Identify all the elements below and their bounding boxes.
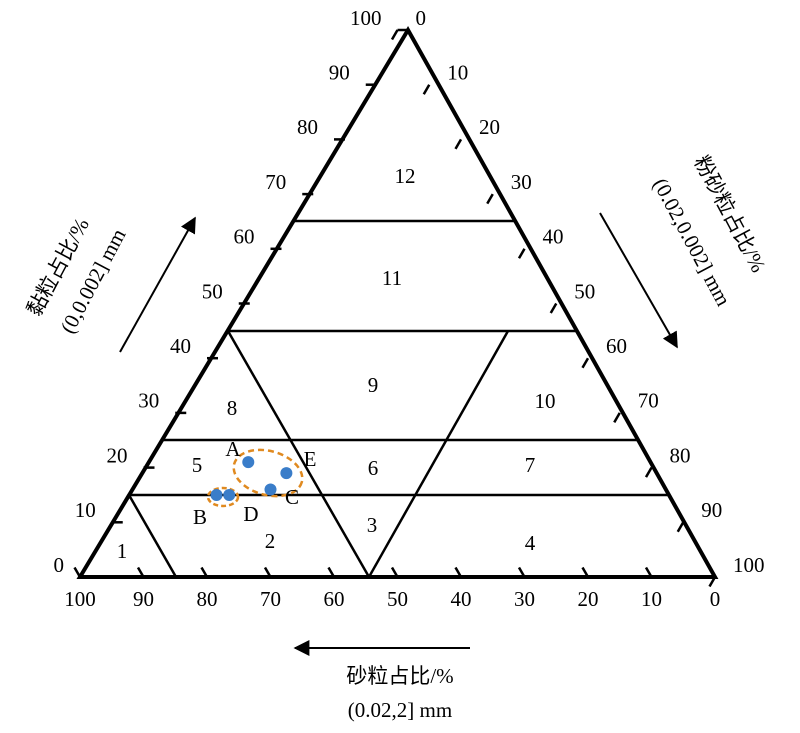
clay-tick-label: 60: [234, 225, 255, 249]
region-label: 6: [368, 456, 379, 480]
boundary: [226, 330, 371, 578]
sand-tick-label: 0: [710, 587, 721, 611]
silt-tick-label: 10: [447, 61, 468, 85]
sand-tick-label: 70: [260, 587, 281, 611]
silt-tick-label: 50: [574, 279, 595, 303]
region-label: 10: [535, 389, 556, 413]
tick-mark: [644, 566, 653, 578]
clay-tick-label: 10: [75, 498, 96, 522]
silt-tick-label: 0: [416, 6, 427, 30]
tick-mark: [644, 466, 653, 478]
sand-tick-label: 100: [64, 587, 96, 611]
point-labels: A E C B D: [193, 437, 316, 529]
region-label: 2: [265, 529, 276, 553]
region-label: 12: [395, 164, 416, 188]
tick-mark: [390, 566, 399, 578]
tick-mark: [581, 357, 590, 369]
point-label: A: [225, 437, 241, 461]
clay-tick-label: 0: [54, 553, 65, 577]
clay-tick-label: 30: [138, 389, 159, 413]
clay-tick-label: 80: [297, 115, 318, 139]
region-label: 5: [192, 453, 203, 477]
data-point: [280, 467, 293, 480]
region-label: 4: [525, 531, 536, 555]
data-point: [210, 488, 223, 501]
tick-mark: [581, 566, 590, 578]
clay-tick-label: 50: [202, 279, 223, 303]
group-outline: [206, 486, 240, 508]
axis-arrow: [599, 212, 678, 349]
region-labels: 1 2 3 4 5 6 7 8 9 10 11 12: [117, 164, 556, 563]
silt-tick-label: 20: [479, 115, 500, 139]
data-point: [223, 488, 236, 501]
clay-tick-label: 20: [107, 443, 128, 467]
tick-mark: [708, 576, 717, 588]
sand-tick-label: 10: [641, 587, 662, 611]
tick-mark: [200, 566, 209, 578]
group-outline: [232, 448, 304, 498]
tick-mark: [613, 412, 621, 424]
boundary: [367, 330, 510, 578]
tick-mark: [390, 29, 399, 41]
silt-tick-label: 80: [670, 443, 691, 467]
point-label: D: [243, 502, 258, 526]
data-point: [264, 483, 277, 496]
silt-tick-label: 60: [606, 334, 627, 358]
sand-tick-label: 30: [514, 587, 535, 611]
silt-tick-label: 30: [511, 170, 532, 194]
silt-tick-label: 100: [733, 553, 765, 577]
point-label: C: [285, 485, 299, 509]
region-label: 7: [525, 453, 536, 477]
tick-mark: [549, 302, 558, 314]
sand-tick-label: 80: [197, 587, 218, 611]
tick-mark: [136, 566, 145, 578]
clay-tick-label: 90: [329, 61, 350, 85]
axis-title: 砂粒占比/%: [346, 664, 453, 688]
axis-subtitle: (0.02,2] mm: [348, 698, 452, 722]
clay-tick-label: 70: [265, 170, 286, 194]
sand-tick-label: 50: [387, 587, 408, 611]
tick-mark: [517, 248, 526, 259]
silt-tick-label: 90: [701, 498, 722, 522]
region-label: 8: [227, 396, 238, 420]
tick-mark: [708, 566, 717, 578]
tick-mark: [454, 566, 463, 578]
tick-mark: [676, 521, 685, 533]
point-label: E: [304, 447, 317, 471]
tick-mark: [263, 566, 272, 578]
clay-tick-label: 40: [170, 334, 191, 358]
tick-mark: [73, 566, 82, 578]
tick-mark: [486, 193, 494, 205]
point-label: B: [193, 505, 207, 529]
region-label: 3: [367, 513, 378, 537]
tick-mark: [517, 566, 526, 578]
axis-arrow: [119, 216, 196, 353]
sand-tick-label: 60: [324, 587, 345, 611]
silt-tick-label: 40: [543, 225, 564, 249]
clay-tick-label: 100: [350, 6, 382, 30]
region-label: 9: [368, 373, 379, 397]
tick-mark: [327, 566, 336, 578]
sand-tick-label: 40: [451, 587, 472, 611]
region-label: 11: [382, 266, 402, 290]
sand-tick-label: 20: [578, 587, 599, 611]
boundary: [127, 494, 178, 578]
tick-mark: [422, 84, 431, 95]
tick-mark: [454, 138, 463, 150]
region-label: 1: [117, 539, 128, 563]
data-point: [242, 456, 255, 469]
sand-tick-label: 90: [133, 587, 154, 611]
silt-tick-label: 70: [638, 389, 659, 413]
